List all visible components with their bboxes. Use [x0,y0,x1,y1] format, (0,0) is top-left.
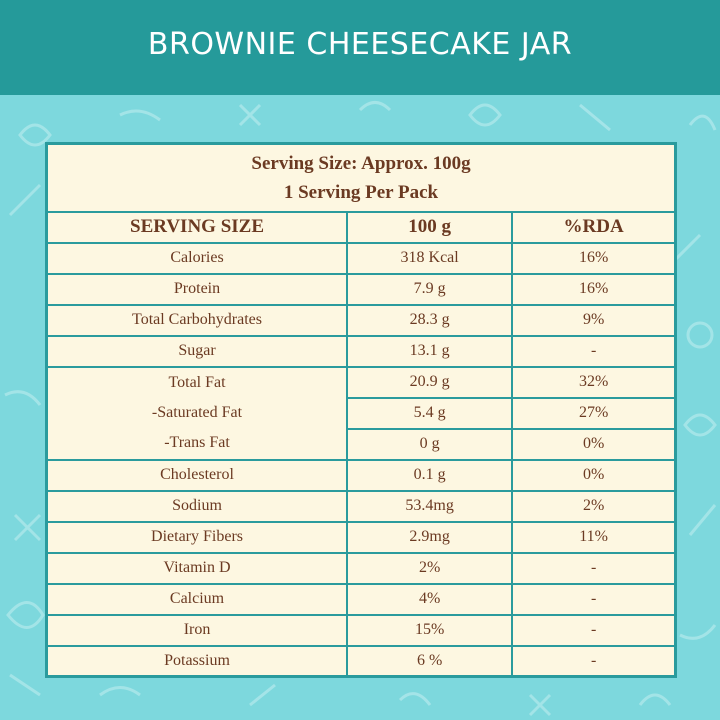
nutrient-name: Vitamin D [45,551,349,585]
table-row: 5.4 g 27% [47,396,677,430]
nutrient-name: Sugar [45,334,349,368]
nutrient-rda: 16% [511,272,677,306]
page-title: BROWNIE CHEESECAKE JAR [147,27,573,62]
nutrient-name: Potassium [45,644,349,678]
table-row: Iron 15% - [45,613,677,647]
serving-row: Serving Size: Approx. 100g 1 Serving Per… [45,142,677,213]
nutrient-name: -Trans Fat [164,434,230,451]
nutrient-rda: - [511,613,677,647]
table-row: Dietary Fibers 2.9mg 11% [45,520,677,554]
nutrient-amount: 15% [346,613,514,647]
header-row: SERVING SIZE 100 g %RDA [45,210,677,244]
nutrient-amount: 20.9 g [346,365,514,399]
table-row: Total Fat -Saturated Fat -Trans Fat 20.9… [45,365,677,461]
nutrient-rda: 27% [511,396,677,430]
nutrient-name: -Saturated Fat [151,404,243,421]
doodle-pattern [4,101,717,717]
table-row: Sugar 13.1 g - [45,334,677,368]
table-row: Vitamin D 2% - [45,551,677,585]
table-row: Protein 7.9 g 16% [45,272,677,306]
table-row: Calories 318 Kcal 16% [45,241,677,275]
nutrient-name: Dietary Fibers [45,520,349,554]
nutrient-name: Calcium [45,582,349,616]
nutrient-rda: - [511,551,677,585]
column-header-rda: %RDA [511,210,677,244]
nutrient-rda: - [511,334,677,368]
background-pattern [0,95,720,720]
nutrient-amount: 0 g [346,427,514,461]
nutrient-amount: 0.1 g [346,458,514,492]
nutrient-rda: 2% [511,489,677,523]
nutrient-name: Cholesterol [45,458,349,492]
nutrient-amount: 4% [346,582,514,616]
nutrient-rda: 16% [511,241,677,275]
table-row: Potassium 6 % - [45,644,677,678]
title-banner: BROWNIE CHEESECAKE JAR [0,0,720,95]
nutrient-rda: 9% [511,303,677,337]
nutrient-rda: 32% [511,365,677,399]
table-row: 0 g 0% [47,427,677,461]
nutrient-name: Total Carbohydrates [45,303,349,337]
serving-info: Serving Size: Approx. 100g 1 Serving Per… [45,142,677,213]
column-header-nutrient: SERVING SIZE [45,210,349,244]
nutrient-name: Total Fat [168,374,226,391]
table-row: Cholesterol 0.1 g 0% [45,458,677,492]
nutrition-table: Serving Size: Approx. 100g 1 Serving Per… [45,142,677,678]
table-row: Calcium 4% - [45,582,677,616]
serving-size-text: Serving Size: Approx. 100g [251,152,471,174]
nutrient-rda: 11% [511,520,677,554]
nutrient-rda: 0% [511,458,677,492]
nutrient-amount: 53.4mg [346,489,514,523]
nutrient-rda: - [511,582,677,616]
table-row: Sodium 53.4mg 2% [45,489,677,523]
nutrient-amount: 2.9mg [346,520,514,554]
nutrient-amount: 5.4 g [346,396,514,430]
nutrient-amount: 2% [346,551,514,585]
nutrient-amount: 28.3 g [346,303,514,337]
nutrient-amount: 7.9 g [346,272,514,306]
nutrient-name: Calories [45,241,349,275]
fat-group-names: Total Fat -Saturated Fat -Trans Fat [45,365,349,461]
nutrient-name: Sodium [45,489,349,523]
table-row: Total Carbohydrates 28.3 g 9% [45,303,677,337]
nutrient-rda: 0% [511,427,677,461]
nutrient-name: Protein [45,272,349,306]
nutrient-amount: 6 % [346,644,514,678]
nutrient-name: Iron [45,613,349,647]
nutrient-amount: 318 Kcal [346,241,514,275]
nutrient-amount: 13.1 g [346,334,514,368]
servings-per-pack-text: 1 Serving Per Pack [283,181,439,203]
column-header-amount: 100 g [346,210,514,244]
nutrient-rda: - [511,644,677,678]
